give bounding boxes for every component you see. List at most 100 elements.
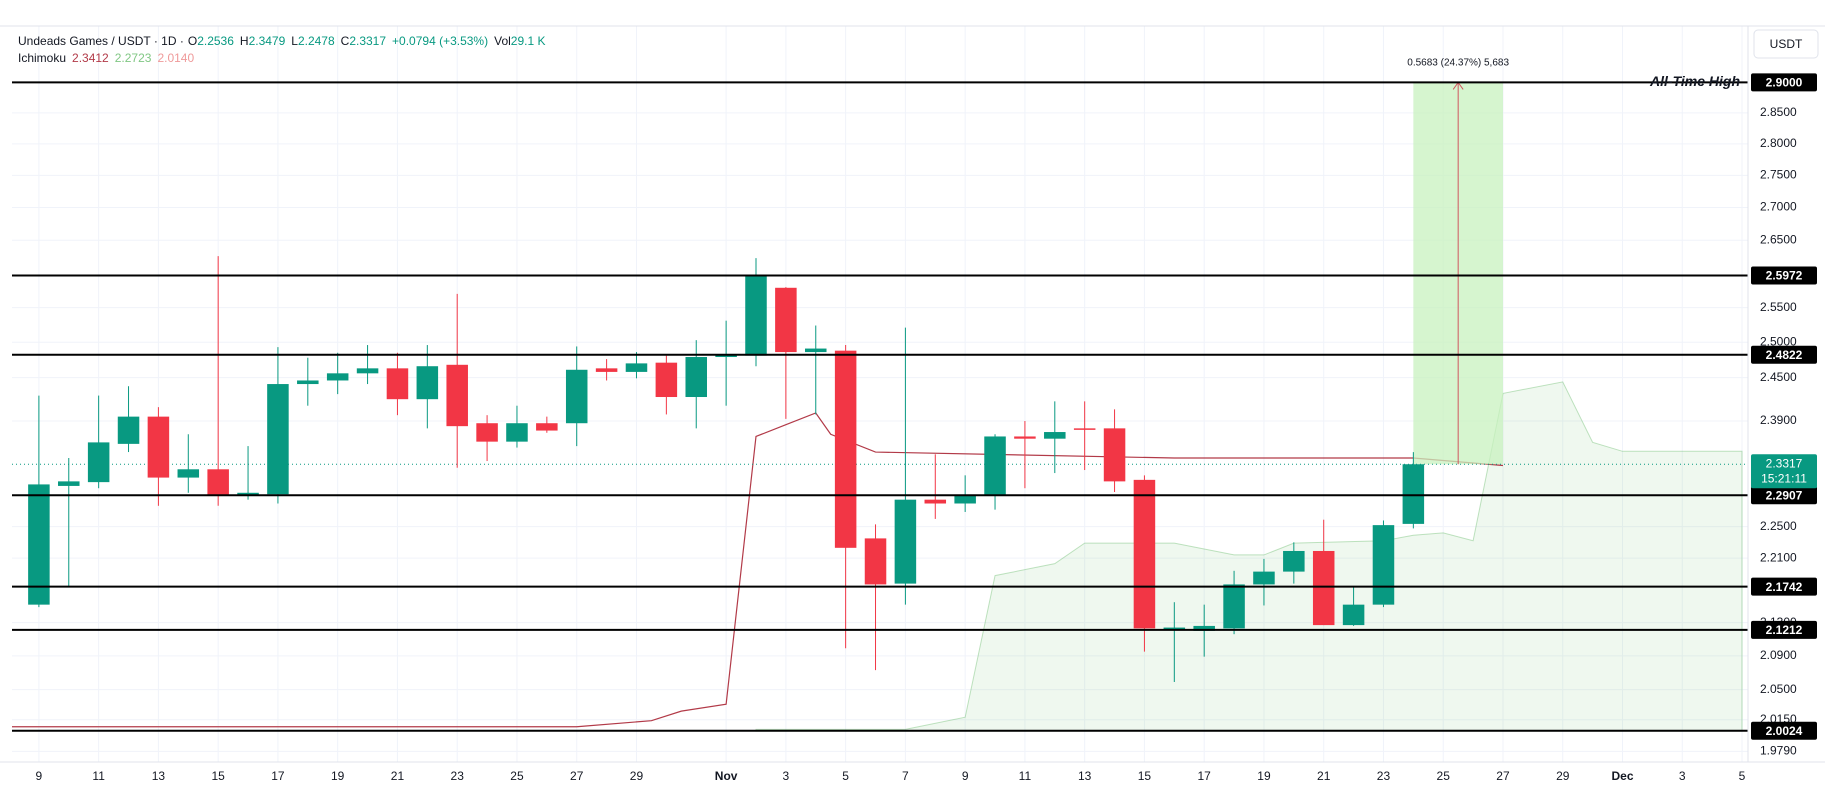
measure-label: 0.5683 (24.37%) 5,683 [1407, 58, 1509, 69]
candle-body [147, 416, 170, 478]
x-tick-label: 9 [36, 769, 43, 783]
level-label: 2.2907 [1766, 488, 1803, 502]
y-tick-label: 2.2100 [1760, 550, 1797, 564]
candle-body [207, 469, 229, 496]
x-tick-label: 29 [1556, 769, 1570, 783]
field-key: L [291, 34, 298, 48]
ichimoku-name: Ichimoku [18, 51, 66, 65]
x-tick-label: 11 [1019, 769, 1032, 783]
y-tick-label: 2.6500 [1760, 232, 1797, 246]
x-tick-label: Dec [1611, 769, 1633, 783]
candle-body [326, 373, 349, 381]
y-tick-label: 2.0900 [1760, 648, 1797, 662]
candle-body [416, 366, 439, 400]
x-tick-label: 27 [1496, 769, 1510, 783]
candle-body [984, 436, 1006, 496]
x-tick-label: 7 [902, 769, 909, 783]
field-value: 2.3479 [249, 34, 286, 48]
x-tick-label: 9 [962, 769, 969, 783]
y-tick-label: 2.5000 [1760, 334, 1797, 348]
x-tick-label: 25 [1437, 769, 1451, 783]
level-label: 2.1742 [1766, 580, 1803, 594]
x-tick-label: Nov [715, 769, 738, 783]
candle-body [1103, 428, 1126, 482]
y-tick-label: 1.9790 [1760, 744, 1797, 758]
level-label: 2.5972 [1766, 269, 1803, 283]
level-label-box [1751, 620, 1817, 639]
ichimoku-value: 2.0140 [157, 51, 194, 65]
y-tick-label: 2.8500 [1760, 105, 1797, 119]
currency-box[interactable] [1753, 29, 1819, 59]
x-tick-label: 15 [211, 769, 225, 783]
level-label: 2.9000 [1766, 76, 1803, 90]
x-tick-label: 23 [1377, 769, 1391, 783]
x-tick-label: 21 [391, 769, 405, 783]
candle-body [894, 499, 917, 584]
x-tick-label: 17 [1198, 769, 1212, 783]
x-tick-label: 27 [570, 769, 584, 783]
candle-body [924, 499, 947, 504]
candle-body [625, 363, 648, 372]
candle-body [117, 416, 140, 444]
x-tick-label: 3 [783, 769, 790, 783]
x-tick-label: 13 [152, 769, 166, 783]
candle-body [1163, 627, 1186, 630]
countdown: 15:21:11 [1761, 471, 1807, 485]
candle-body [1133, 479, 1156, 629]
x-tick-label: 25 [510, 769, 524, 783]
field-key: O [188, 34, 197, 48]
y-tick-label: 2.7500 [1760, 168, 1797, 182]
candle-body [1402, 464, 1425, 524]
candle-body [1312, 550, 1335, 626]
level-label-box [1751, 345, 1817, 364]
x-tick-label: 23 [451, 769, 465, 783]
candle-body [506, 423, 528, 442]
ichimoku-value: 2.3412 [72, 51, 109, 65]
candle-body [565, 369, 588, 424]
ichimoku-value: 2.2723 [115, 51, 152, 65]
x-tick-label: 11 [92, 769, 105, 783]
candle-body [1073, 428, 1096, 430]
last-price-label: 2.3317 [1766, 456, 1803, 470]
plot-area: 0.5683 (24.37%) 5,683 All-Time High [12, 26, 1748, 762]
change: +0.0794 (+3.53%) [392, 34, 488, 48]
candle-body [864, 538, 887, 585]
candle-body [446, 364, 468, 427]
level-annotation: All-Time High [1649, 73, 1740, 89]
candle-body [1342, 604, 1365, 626]
candle-body [655, 362, 678, 398]
currency[interactable]: USDT [1770, 37, 1803, 51]
candle-body [834, 350, 857, 548]
y-tick-label: 2.7000 [1760, 200, 1797, 214]
level-label-box [1751, 577, 1817, 596]
candle-body [1283, 550, 1305, 572]
x-tick-label: 19 [1257, 769, 1271, 783]
level-label-box [1751, 486, 1817, 505]
level-label: 2.4822 [1766, 348, 1803, 362]
candle-body [267, 384, 289, 495]
x-tick-label: 3 [1679, 769, 1686, 783]
y-tick-label: 2.2500 [1760, 519, 1797, 533]
candle-body [87, 442, 110, 483]
volume-key: Vol [494, 34, 511, 48]
field-key: H [240, 34, 249, 48]
field-key: C [341, 34, 350, 48]
field-value: 2.2478 [298, 34, 335, 48]
candle-body [356, 368, 379, 374]
candle-body [805, 348, 827, 353]
candle-body [1223, 584, 1245, 629]
field-value: 2.2536 [197, 34, 234, 48]
x-tick-label: 17 [271, 769, 285, 783]
candle-body [595, 368, 618, 372]
candle-body [386, 368, 409, 400]
level-label-box [1751, 721, 1817, 740]
candle-body [685, 357, 707, 398]
y-tick-label: 2.3900 [1760, 413, 1797, 427]
x-tick-label: 29 [630, 769, 644, 783]
level-label: 2.1212 [1766, 623, 1803, 637]
candle-body [1372, 525, 1395, 605]
x-tick-label: 5 [1739, 769, 1746, 783]
y-tick-label: 2.8000 [1760, 136, 1797, 150]
candle-body [28, 484, 50, 605]
field-value: 2.3317 [349, 34, 386, 48]
